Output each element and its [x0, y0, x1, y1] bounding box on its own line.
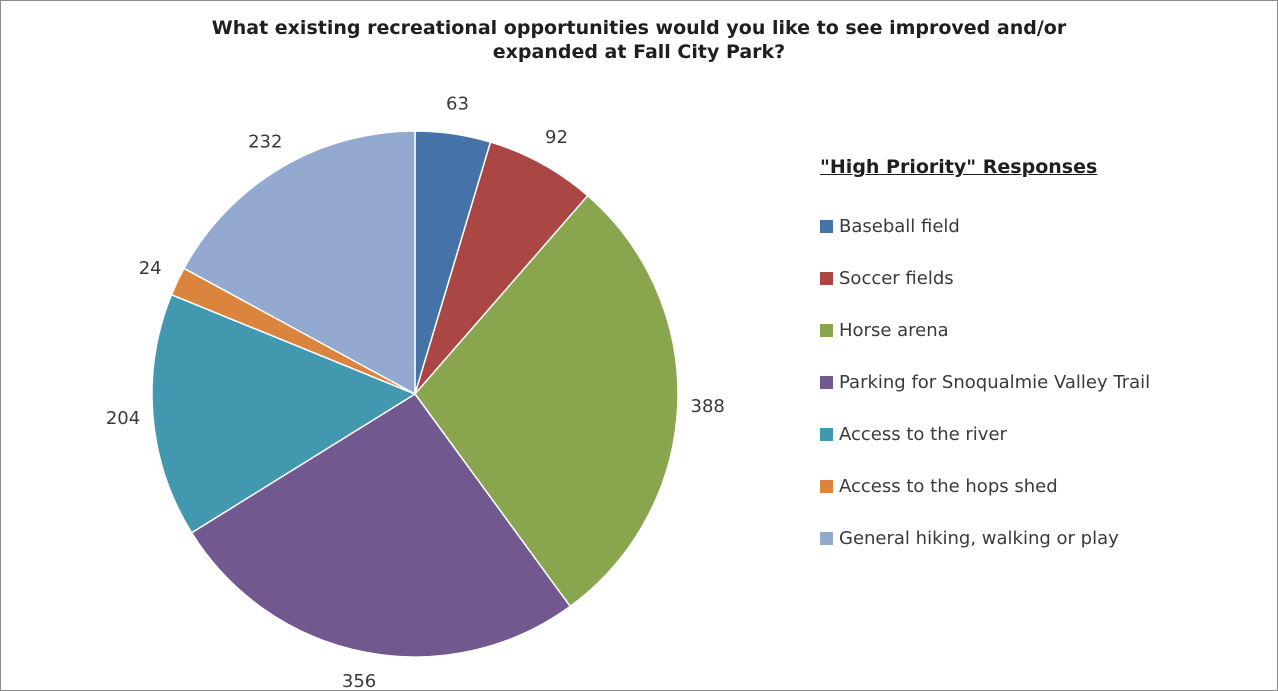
legend-swatch — [820, 375, 833, 389]
data-label-baseball-field: 63 — [446, 94, 469, 115]
legend: "High Priority" Responses Baseball field… — [820, 148, 1260, 564]
data-label-horse-arena: 388 — [691, 396, 725, 417]
data-label-access-to-the-river: 204 — [106, 408, 140, 429]
legend-item-soccer-fields: Soccer fields — [820, 252, 1260, 304]
legend-item-baseball-field: Baseball field — [820, 200, 1260, 252]
legend-label: General hiking, walking or play — [839, 527, 1119, 549]
legend-item-access-to-the-hops-shed: Access to the hops shed — [820, 460, 1260, 512]
data-label-parking-for-snoqualmie-valley-trail: 356 — [342, 671, 376, 691]
data-label-soccer-fields: 92 — [545, 127, 568, 148]
pie-slice-soccer-fields — [414, 141, 589, 395]
legend-swatch — [820, 479, 833, 493]
data-label-general-hiking-walking-or-play: 232 — [248, 132, 282, 153]
legend-swatch — [820, 427, 833, 441]
pie-slice-parking-for-snoqualmie-valley-trail — [190, 392, 572, 658]
legend-label: Baseball field — [839, 215, 960, 237]
pie-slices — [151, 130, 679, 658]
legend-label: Soccer fields — [839, 267, 954, 289]
legend-swatch — [820, 323, 833, 337]
legend-swatch — [820, 219, 833, 233]
pie-data-labels: 63 92 388 356 204 24 232 — [106, 94, 725, 691]
legend-label: Access to the river — [839, 423, 1007, 445]
legend-label: Horse arena — [839, 319, 949, 341]
legend-label: Parking for Snoqualmie Valley Trail — [839, 371, 1151, 393]
pie-slice-access-to-the-river — [151, 293, 417, 534]
legend-title: "High Priority" Responses — [820, 156, 1098, 178]
legend-item-access-to-the-river: Access to the river — [820, 408, 1260, 460]
legend-items: Baseball field Soccer fields Horse arena Pa… — [820, 200, 1260, 564]
pie-slice-horse-arena — [414, 194, 679, 608]
legend-swatch — [820, 531, 833, 545]
legend-label: Access to the hops shed — [839, 475, 1058, 497]
legend-item-horse-arena: Horse arena — [820, 304, 1260, 356]
chart-title-line-1: What existing recreational opportunities… — [211, 17, 1067, 39]
legend-item-parking-for-snoqualmie-valley-trail: Parking for Snoqualmie Valley Trail — [820, 356, 1260, 408]
data-label-access-to-the-hops-shed: 24 — [139, 258, 162, 279]
legend-swatch — [820, 271, 833, 285]
pie-slice-general-hiking-walking-or-play — [182, 130, 416, 396]
chart-title-line-2: expanded at Fall City Park? — [492, 41, 786, 63]
chart-title: What existing recreational opportunities… — [0, 16, 1278, 64]
legend-item-general-hiking-walking-or-play: General hiking, walking or play — [820, 512, 1260, 564]
